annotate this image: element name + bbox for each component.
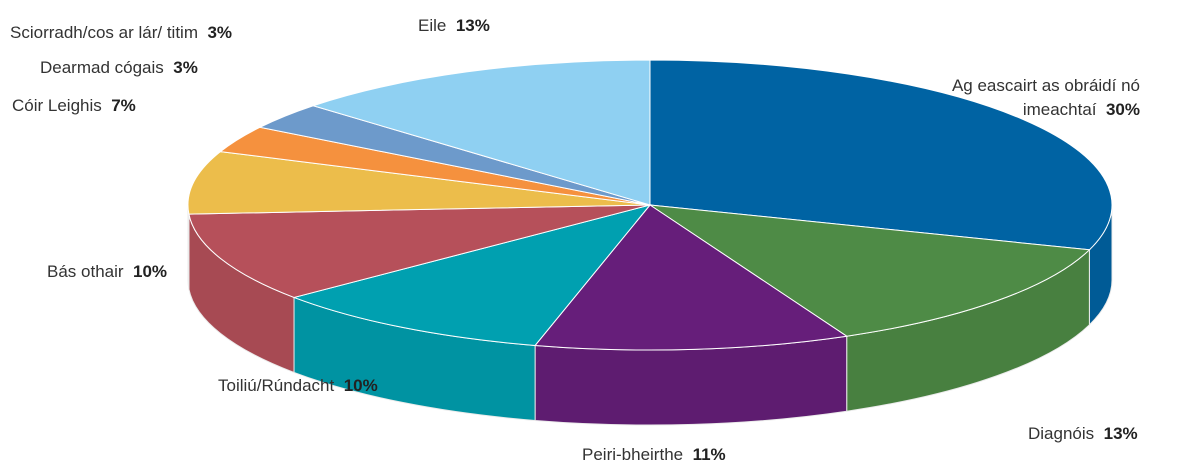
category-name: Cóir Leighis bbox=[12, 96, 102, 115]
slice-label: Cóir Leighis 7% bbox=[12, 94, 136, 118]
slice bbox=[534, 204, 849, 351]
value-label: 30% bbox=[1105, 100, 1140, 119]
slice bbox=[188, 204, 651, 298]
category-name: Peiri-bheirthe bbox=[582, 445, 684, 464]
slice-side bbox=[187, 204, 190, 290]
category-name: Diagnóis bbox=[1028, 424, 1095, 443]
category-name: Sciorradh/cos ar lár/ titim bbox=[10, 23, 198, 42]
slice-label: Toiliú/Rúndacht 10% bbox=[218, 374, 378, 398]
value-label: 11% bbox=[692, 445, 726, 464]
slice-label: Eile 13% bbox=[418, 14, 490, 38]
value-label: 13% bbox=[455, 16, 490, 35]
category-name: Eile bbox=[418, 16, 447, 35]
slice bbox=[292, 204, 652, 346]
slice bbox=[649, 59, 1113, 251]
value-label: 13% bbox=[1103, 424, 1138, 443]
slice bbox=[649, 204, 1091, 337]
value-label: 3% bbox=[207, 23, 233, 42]
category-name: Dearmad cógais bbox=[40, 58, 164, 77]
slice-label: Bás othair 10% bbox=[47, 260, 167, 284]
slice-label: Dearmad cógais 3% bbox=[40, 56, 198, 80]
category-name: Ag eascairt as obráidí nó imeachtaí bbox=[951, 76, 1140, 119]
category-name: Toiliú/Rúndacht bbox=[218, 376, 335, 395]
value-label: 7% bbox=[111, 96, 136, 115]
slice-label: Sciorradh/cos ar lár/ titim 3% bbox=[10, 21, 232, 45]
slice bbox=[311, 59, 651, 206]
slice-label: Diagnóis 13% bbox=[1028, 422, 1138, 446]
category-name: Bás othair bbox=[47, 262, 124, 281]
slice-label: Peiri-bheirthe 11% bbox=[582, 443, 726, 464]
slice bbox=[187, 151, 651, 215]
value-label: 10% bbox=[343, 376, 378, 395]
value-label: 3% bbox=[173, 58, 198, 77]
slice-label: Ag eascairt as obráidí nó imeachtaí 30% bbox=[910, 74, 1140, 122]
value-label: 10% bbox=[133, 262, 168, 281]
